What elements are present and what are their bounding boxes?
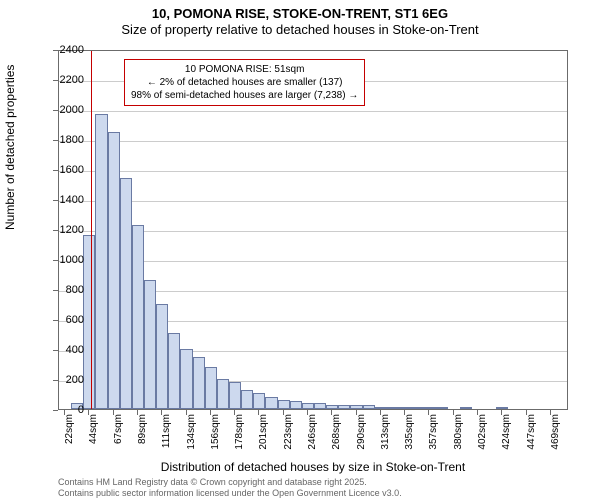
- x-tick-label: 402sqm: [477, 414, 488, 464]
- title-line-2: Size of property relative to detached ho…: [0, 22, 600, 38]
- x-tick-label: 223sqm: [283, 414, 294, 464]
- y-tick-label: 2400: [44, 44, 84, 56]
- y-tick-label: 1800: [44, 134, 84, 146]
- histogram-bar: [253, 393, 265, 410]
- y-tick-label: 1200: [44, 224, 84, 236]
- histogram-bar: [217, 379, 229, 409]
- histogram-bar: [95, 114, 107, 410]
- x-tick-label: 67sqm: [113, 414, 124, 464]
- histogram-bar: [302, 403, 314, 409]
- histogram-bar: [338, 405, 350, 410]
- histogram-bar: [314, 403, 326, 409]
- footer-credits: Contains HM Land Registry data © Crown c…: [58, 477, 402, 498]
- histogram-bar: [411, 407, 423, 409]
- plot-area: 10 POMONA RISE: 51sqm← 2% of detached ho…: [58, 50, 568, 410]
- footer-line-1: Contains HM Land Registry data © Crown c…: [58, 477, 402, 487]
- x-tick-label: 111sqm: [161, 414, 172, 464]
- x-tick-label: 201sqm: [258, 414, 269, 464]
- histogram-bar: [278, 400, 290, 409]
- x-tick-label: 469sqm: [550, 414, 561, 464]
- y-tick-label: 2200: [44, 74, 84, 86]
- histogram-bar: [460, 407, 472, 409]
- annotation-line-2: ← 2% of detached houses are smaller (137…: [131, 76, 358, 89]
- annotation-line-1: 10 POMONA RISE: 51sqm: [131, 63, 358, 76]
- histogram-bar: [290, 401, 302, 409]
- y-tick-label: 200: [44, 374, 84, 386]
- histogram-bar: [168, 333, 180, 410]
- y-axis-label: Number of detached properties: [3, 65, 17, 230]
- x-tick-label: 89sqm: [137, 414, 148, 464]
- gridline: [59, 111, 567, 112]
- title-line-1: 10, POMONA RISE, STOKE-ON-TRENT, ST1 6EG: [0, 6, 600, 22]
- y-tick-label: 1400: [44, 194, 84, 206]
- y-tick-label: 1000: [44, 254, 84, 266]
- x-tick-label: 380sqm: [453, 414, 464, 464]
- histogram-bar: [399, 407, 411, 409]
- histogram-bar: [83, 235, 95, 409]
- gridline: [59, 201, 567, 202]
- histogram-bar: [132, 225, 144, 410]
- histogram-bar: [387, 407, 399, 409]
- property-marker-line: [91, 51, 92, 409]
- x-tick-label: 313sqm: [380, 414, 391, 464]
- y-tick-label: 2000: [44, 104, 84, 116]
- histogram-bar: [423, 407, 435, 409]
- histogram-bar: [144, 280, 156, 409]
- histogram-bar: [326, 405, 338, 410]
- histogram-bar: [350, 405, 362, 410]
- histogram-bar: [496, 407, 508, 409]
- histogram-bar: [120, 178, 132, 409]
- histogram-bar: [375, 407, 387, 409]
- histogram-bar: [156, 304, 168, 409]
- x-tick-label: 156sqm: [210, 414, 221, 464]
- annotation-box: 10 POMONA RISE: 51sqm← 2% of detached ho…: [124, 59, 365, 106]
- x-tick-label: 357sqm: [428, 414, 439, 464]
- histogram-bar: [241, 390, 253, 410]
- histogram-bar: [193, 357, 205, 410]
- y-tick-label: 800: [44, 284, 84, 296]
- histogram-bar: [108, 132, 120, 410]
- histogram-bar: [180, 349, 192, 409]
- annotation-line-3: 98% of semi-detached houses are larger (…: [131, 89, 358, 102]
- chart-title-block: 10, POMONA RISE, STOKE-ON-TRENT, ST1 6EG…: [0, 0, 600, 39]
- x-tick-label: 290sqm: [356, 414, 367, 464]
- histogram-bar: [265, 397, 277, 409]
- x-tick-label: 134sqm: [186, 414, 197, 464]
- gridline: [59, 141, 567, 142]
- gridline: [59, 171, 567, 172]
- x-tick-label: 44sqm: [88, 414, 99, 464]
- y-tick-label: 600: [44, 314, 84, 326]
- y-tick-label: 1600: [44, 164, 84, 176]
- histogram-bar: [435, 407, 447, 409]
- histogram-bar: [363, 405, 375, 409]
- x-tick-label: 424sqm: [501, 414, 512, 464]
- x-tick-label: 178sqm: [234, 414, 245, 464]
- footer-line-2: Contains public sector information licen…: [58, 488, 402, 498]
- x-tick-label: 246sqm: [307, 414, 318, 464]
- x-tick-label: 447sqm: [526, 414, 537, 464]
- x-tick-label: 22sqm: [64, 414, 75, 464]
- chart-container: 10, POMONA RISE, STOKE-ON-TRENT, ST1 6EG…: [0, 0, 600, 500]
- x-tick-label: 268sqm: [331, 414, 342, 464]
- x-tick-label: 335sqm: [404, 414, 415, 464]
- y-tick-label: 400: [44, 344, 84, 356]
- histogram-bar: [229, 382, 241, 409]
- histogram-bar: [205, 367, 217, 409]
